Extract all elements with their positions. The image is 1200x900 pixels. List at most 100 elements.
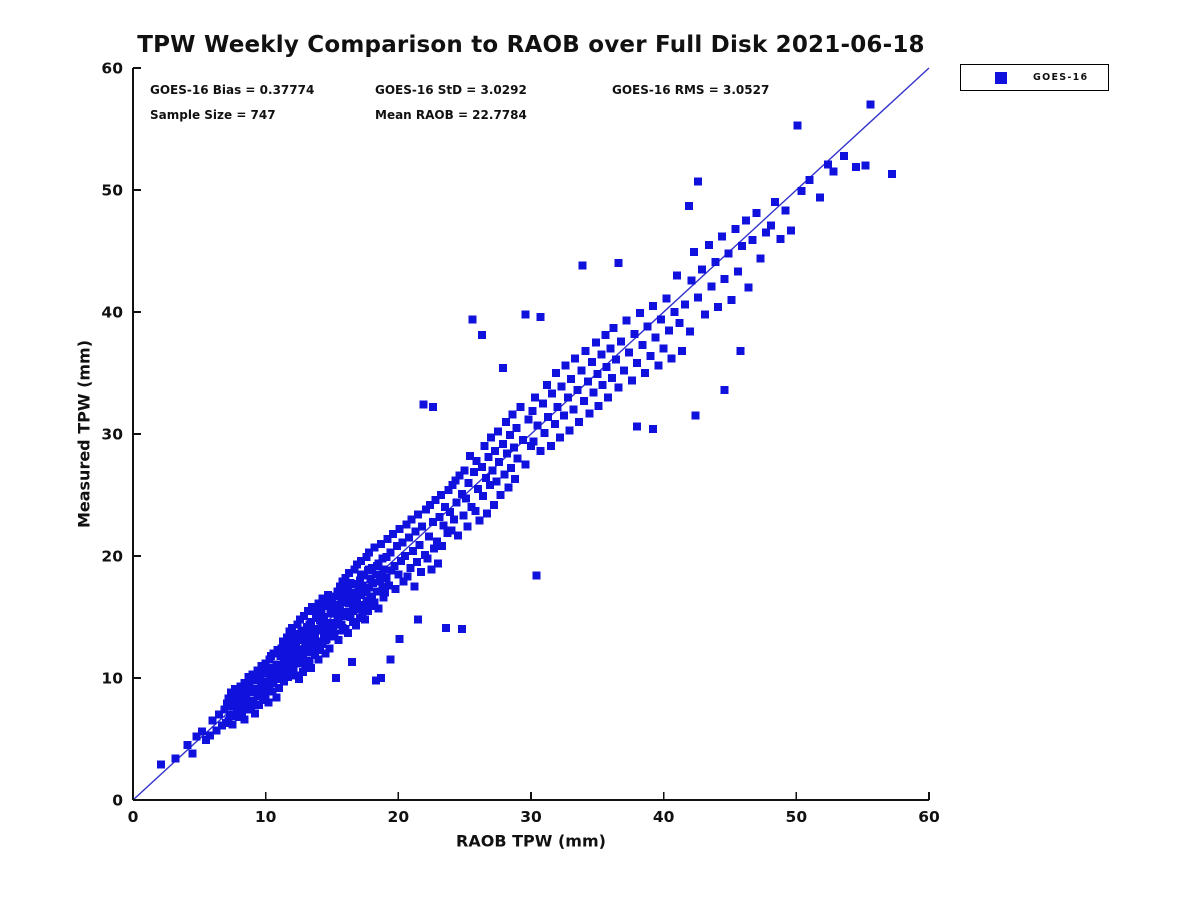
scatter-point	[536, 447, 545, 456]
scatter-point	[301, 626, 310, 635]
scatter-point	[617, 337, 626, 346]
scatter-point	[337, 598, 346, 607]
y-tick-label: 30	[101, 426, 123, 444]
scatter-point	[528, 406, 537, 415]
scatter-point	[578, 261, 587, 270]
scatter-point	[322, 598, 331, 607]
scatter-point	[635, 309, 644, 318]
scatter-point	[472, 456, 481, 465]
scatter-point	[263, 677, 271, 686]
scatter-point	[426, 500, 435, 509]
scatter-point	[499, 364, 508, 373]
scatter-point	[593, 370, 602, 379]
scatter-point	[354, 600, 363, 609]
scatter-point	[256, 671, 265, 680]
scatter-point	[310, 630, 319, 639]
scatter-point	[253, 666, 262, 675]
scatter-point	[887, 170, 896, 179]
scatter-point	[718, 232, 726, 241]
scatter-point	[264, 698, 273, 707]
scatter-point	[325, 644, 334, 653]
scatter-point	[277, 660, 286, 669]
scatter-point	[651, 333, 660, 342]
scatter-point	[223, 699, 232, 708]
scatter-point	[641, 369, 650, 377]
scatter-point	[422, 505, 431, 514]
scatter-point	[507, 464, 516, 473]
scatter-point	[339, 584, 348, 593]
scatter-point	[371, 676, 380, 685]
scatter-point	[407, 515, 416, 524]
scatter-point	[678, 347, 687, 355]
scatter-point	[289, 654, 298, 663]
scatter-point	[293, 620, 302, 629]
scatter-point	[560, 411, 569, 420]
scatter-point	[341, 574, 350, 582]
scatter-point	[251, 709, 260, 718]
scatter-point	[805, 176, 814, 185]
scatter-point	[477, 462, 486, 471]
legend-square-marker-icon	[995, 71, 1007, 84]
scatter-point	[320, 614, 328, 623]
scatter-point	[532, 571, 541, 580]
y-tick-label: 20	[101, 548, 123, 566]
scatter-point	[316, 645, 325, 654]
scatter-point	[205, 731, 214, 740]
scatter-point	[378, 572, 387, 581]
scatter-point	[503, 449, 512, 458]
scatter-point	[646, 351, 655, 360]
scatter-point	[431, 495, 440, 504]
scatter-point	[386, 655, 395, 664]
scatter-point	[419, 400, 428, 409]
scatter-point	[649, 301, 658, 310]
scatter-point	[797, 187, 806, 196]
scatter-point	[260, 686, 269, 695]
scatter-point	[463, 522, 472, 531]
scatter-point	[343, 593, 352, 602]
scatter-point	[824, 160, 833, 169]
scatter-point	[524, 415, 533, 424]
scatter-point	[232, 704, 241, 713]
scatter-point	[171, 754, 180, 763]
scatter-point	[866, 100, 875, 109]
scatter-point	[731, 225, 740, 233]
scatter-point	[313, 637, 322, 646]
scatter-point	[752, 209, 761, 218]
scatter-point	[720, 275, 729, 284]
scatter-point	[404, 533, 413, 542]
scatter-point	[224, 694, 233, 703]
scatter-point	[439, 521, 448, 530]
x-tick-label: 60	[918, 808, 940, 826]
scatter-point	[349, 606, 358, 615]
scatter-point	[501, 417, 510, 426]
scatter-point	[542, 381, 551, 390]
scatter-point	[659, 344, 668, 353]
scatter-point	[428, 517, 437, 526]
scatter-point	[156, 760, 165, 769]
scatter-point	[724, 249, 733, 258]
scatter-point	[358, 610, 367, 619]
scatter-point	[544, 412, 553, 421]
x-tick-label: 0	[128, 808, 139, 826]
scatter-point	[247, 675, 256, 684]
scatter-point	[434, 559, 443, 568]
x-tick-label: 10	[255, 808, 277, 826]
scatter-point	[577, 366, 586, 375]
scatter-point	[255, 700, 263, 709]
scatter-point	[239, 700, 248, 709]
scatter-point	[553, 403, 562, 412]
scatter-point	[314, 655, 323, 664]
scatter-point	[381, 588, 390, 597]
scatter-point	[816, 193, 825, 202]
scatter-point	[511, 475, 520, 484]
scatter-point	[391, 584, 400, 593]
scatter-point	[294, 675, 303, 684]
scatter-point	[377, 674, 386, 682]
scatter-point	[259, 696, 267, 704]
stat-sample-size: Sample Size = 747	[150, 108, 276, 122]
x-tick-label: 50	[786, 808, 808, 826]
scatter-point	[471, 506, 480, 515]
scatter-point	[281, 648, 290, 657]
scatter-point	[414, 510, 423, 519]
scatter-point	[267, 652, 275, 660]
